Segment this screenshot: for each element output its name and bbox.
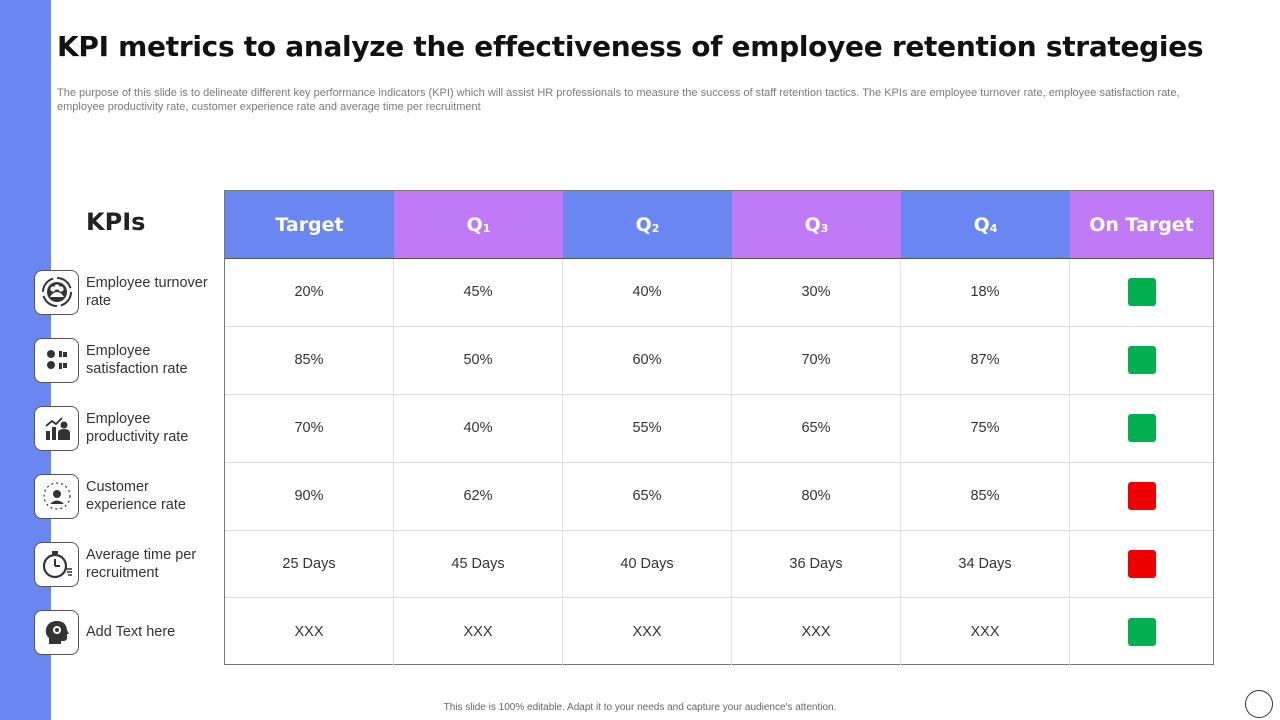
- cell-on-target: [1070, 259, 1213, 326]
- cell-q1: 45 Days: [394, 530, 563, 598]
- head-gear-icon: [34, 609, 79, 655]
- table-row: XXX XXX XXX XXX XXX: [225, 598, 1213, 667]
- slide-nav-circle[interactable]: [1245, 690, 1273, 718]
- kpi-label: Employee satisfaction rate: [86, 343, 188, 377]
- team-cycle-icon: [34, 269, 79, 315]
- cell-target: 25 Days: [225, 530, 394, 598]
- kpi-label: Employee productivity rate: [86, 411, 189, 445]
- kpi-label: Average time per recruitment: [86, 547, 197, 581]
- cell-q2: 65%: [563, 462, 732, 530]
- cell-q1: 40%: [394, 394, 563, 462]
- header-target: Target: [225, 191, 394, 258]
- cell-q3: 70%: [732, 326, 901, 394]
- customer-stars-icon: [34, 473, 79, 519]
- cell-q1: XXX: [394, 598, 563, 667]
- cell-target: 20%: [225, 259, 394, 326]
- productivity-chart-icon: [34, 405, 79, 451]
- table-body: 20% 45% 40% 30% 18% 85% 50% 60% 70% 87% …: [225, 258, 1213, 667]
- cell-q1: 62%: [394, 462, 563, 530]
- cell-q2: 55%: [563, 394, 732, 462]
- cell-target: 90%: [225, 462, 394, 530]
- kpi-item-productivity: Employee productivity rate: [34, 405, 224, 451]
- kpi-item-turnover: Employee turnover rate: [34, 269, 224, 315]
- kpis-heading: KPIs: [86, 208, 146, 236]
- slide-title: KPI metrics to analyze the effectiveness…: [57, 30, 1204, 63]
- cell-q4: 18%: [901, 259, 1070, 326]
- cell-on-target: [1070, 598, 1213, 666]
- kpi-label: Employee turnover rate: [86, 275, 208, 309]
- status-indicator: [1127, 482, 1156, 511]
- cell-target: XXX: [225, 598, 394, 667]
- cell-q3: XXX: [732, 598, 901, 667]
- header-on-target: On Target: [1070, 191, 1213, 258]
- cell-q4: 34 Days: [901, 530, 1070, 598]
- satisfaction-faces-icon: [34, 337, 79, 383]
- footer-note: This slide is 100% editable. Adapt it to…: [443, 702, 837, 713]
- cell-q3: 65%: [732, 394, 901, 462]
- cell-target: 85%: [225, 326, 394, 394]
- kpi-item-satisfaction: Employee satisfaction rate: [34, 337, 224, 383]
- cell-on-target: [1070, 395, 1213, 462]
- kpi-label: Add Text here: [86, 624, 176, 640]
- cell-q4: XXX: [901, 598, 1070, 667]
- cell-q4: 85%: [901, 462, 1070, 530]
- cell-target: 70%: [225, 394, 394, 462]
- table-row: 20% 45% 40% 30% 18%: [225, 259, 1213, 327]
- kpi-label: Customer experience rate: [86, 479, 186, 513]
- cell-q2: 40 Days: [563, 530, 732, 598]
- cell-q2: XXX: [563, 598, 732, 667]
- cell-q1: 45%: [394, 259, 563, 326]
- table-row: 70% 40% 55% 65% 75%: [225, 394, 1213, 463]
- cell-on-target: [1070, 327, 1213, 394]
- status-indicator: [1127, 346, 1156, 375]
- cell-q3: 80%: [732, 462, 901, 530]
- kpi-item-recruitment-time: Average time per recruitment: [34, 541, 224, 587]
- cell-on-target: [1070, 531, 1213, 598]
- status-indicator: [1127, 618, 1156, 647]
- cell-q2: 60%: [563, 326, 732, 394]
- stopwatch-icon: [34, 541, 79, 587]
- slide-description: The purpose of this slide is to delineat…: [57, 87, 1180, 113]
- cell-q2: 40%: [563, 259, 732, 326]
- status-indicator: [1127, 278, 1156, 307]
- cell-q1: 50%: [394, 326, 563, 394]
- cell-q4: 75%: [901, 394, 1070, 462]
- kpi-item-add-text: Add Text here: [34, 609, 224, 655]
- cell-q4: 87%: [901, 326, 1070, 394]
- table-row: 25 Days 45 Days 40 Days 36 Days 34 Days: [225, 530, 1213, 599]
- cell-q3: 36 Days: [732, 530, 901, 598]
- status-indicator: [1127, 414, 1156, 443]
- cell-q3: 30%: [732, 259, 901, 326]
- table-row: 85% 50% 60% 70% 87%: [225, 326, 1213, 395]
- table-row: 90% 62% 65% 80% 85%: [225, 462, 1213, 531]
- kpi-item-customer-experience: Customer experience rate: [34, 473, 224, 519]
- status-indicator: [1127, 550, 1156, 578]
- cell-on-target: [1070, 463, 1213, 530]
